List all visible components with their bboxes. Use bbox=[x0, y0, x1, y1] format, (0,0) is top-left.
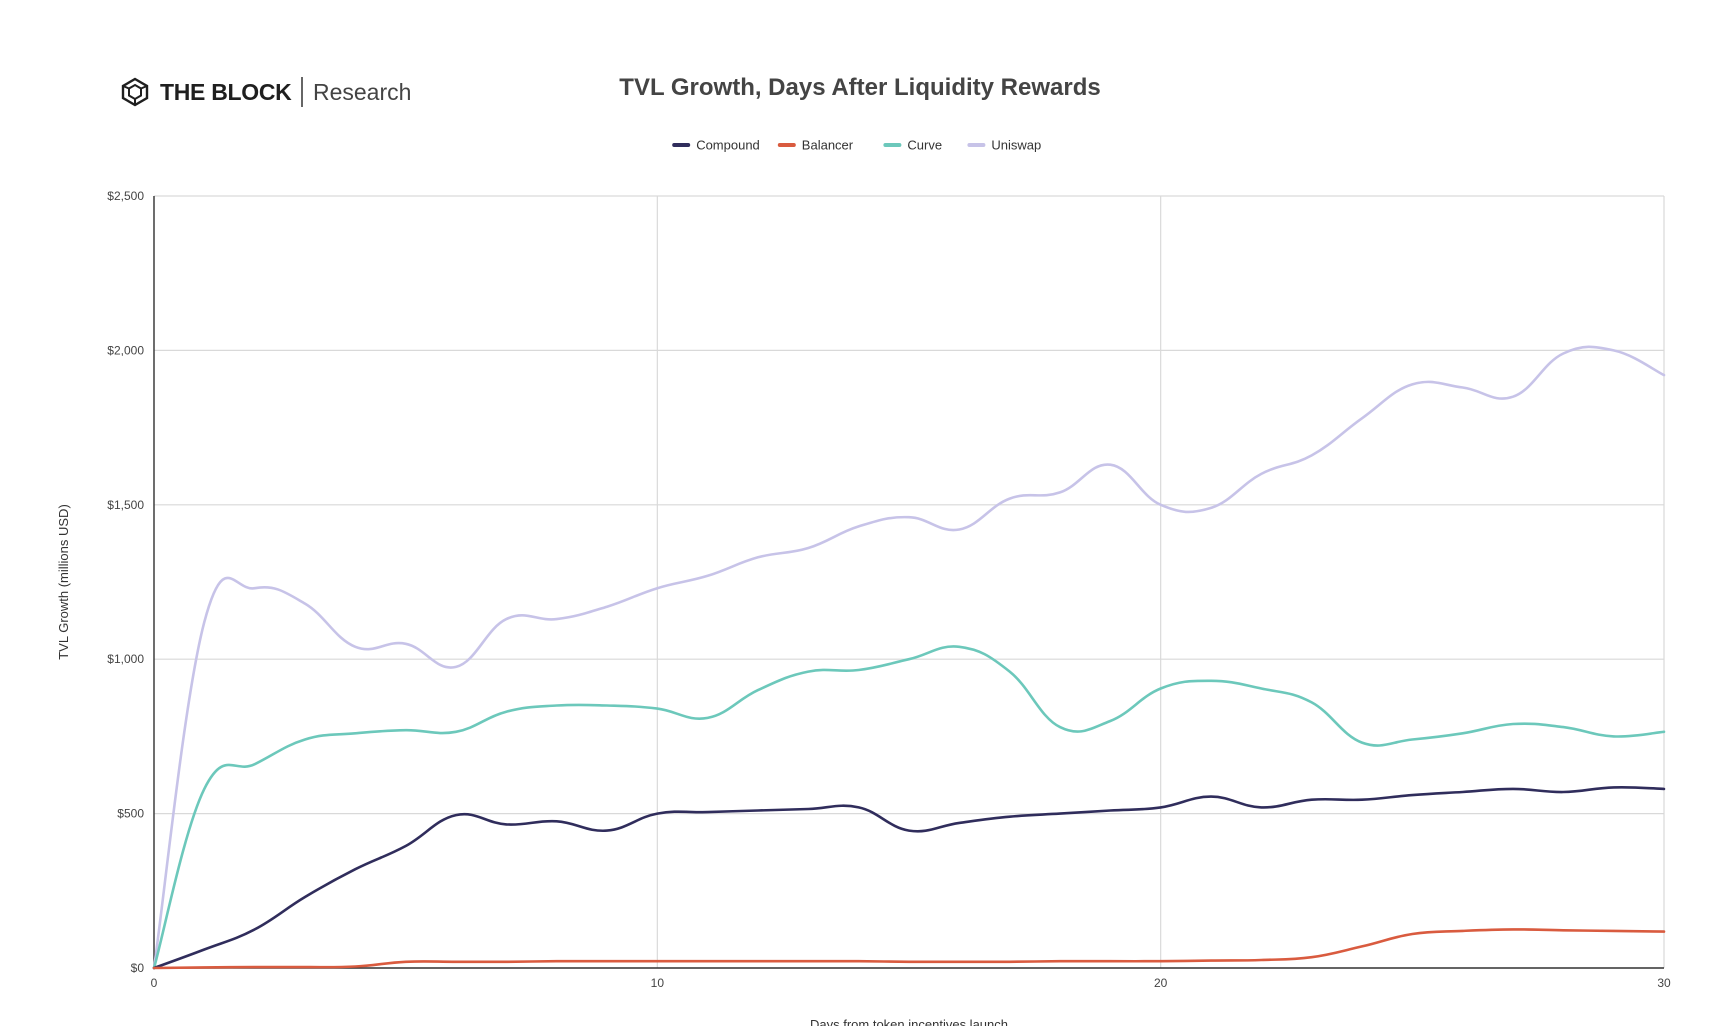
legend-label-balancer: Balancer bbox=[802, 138, 854, 153]
x-tick-label: 30 bbox=[1657, 976, 1671, 990]
legend-label-compound: Compound bbox=[696, 138, 760, 153]
series-line-balancer bbox=[152, 928, 1666, 970]
brand-name: THE BLOCK bbox=[160, 78, 292, 105]
y-axis-title: TVL Growth (millions USD) bbox=[56, 504, 71, 660]
y-tick-label: $0 bbox=[131, 961, 145, 975]
legend-label-uniswap: Uniswap bbox=[991, 138, 1041, 153]
y-tick-label: $2,500 bbox=[107, 189, 144, 203]
x-tick-label: 0 bbox=[151, 976, 158, 990]
series-line-curve bbox=[152, 645, 1666, 970]
chart-title: TVL Growth, Days After Liquidity Rewards bbox=[619, 74, 1101, 101]
y-tick-label: $500 bbox=[117, 807, 144, 821]
the-block-cube-icon bbox=[121, 77, 149, 107]
brand-logo: THE BLOCK Research bbox=[120, 74, 411, 110]
series-line-compound bbox=[152, 785, 1666, 970]
brand-divider bbox=[301, 77, 303, 107]
x-axis-title: Days from token incentives launch bbox=[810, 1017, 1008, 1026]
y-tick-label: $1,500 bbox=[107, 498, 144, 512]
y-tick-label: $2,000 bbox=[107, 343, 144, 357]
y-tick-label: $1,000 bbox=[107, 652, 144, 666]
brand-subtitle: Research bbox=[312, 78, 412, 105]
x-tick-label: 20 bbox=[1154, 976, 1168, 990]
legend-label-curve: Curve bbox=[907, 138, 942, 153]
series-line-uniswap bbox=[152, 345, 1666, 970]
x-tick-label: 10 bbox=[651, 976, 665, 990]
